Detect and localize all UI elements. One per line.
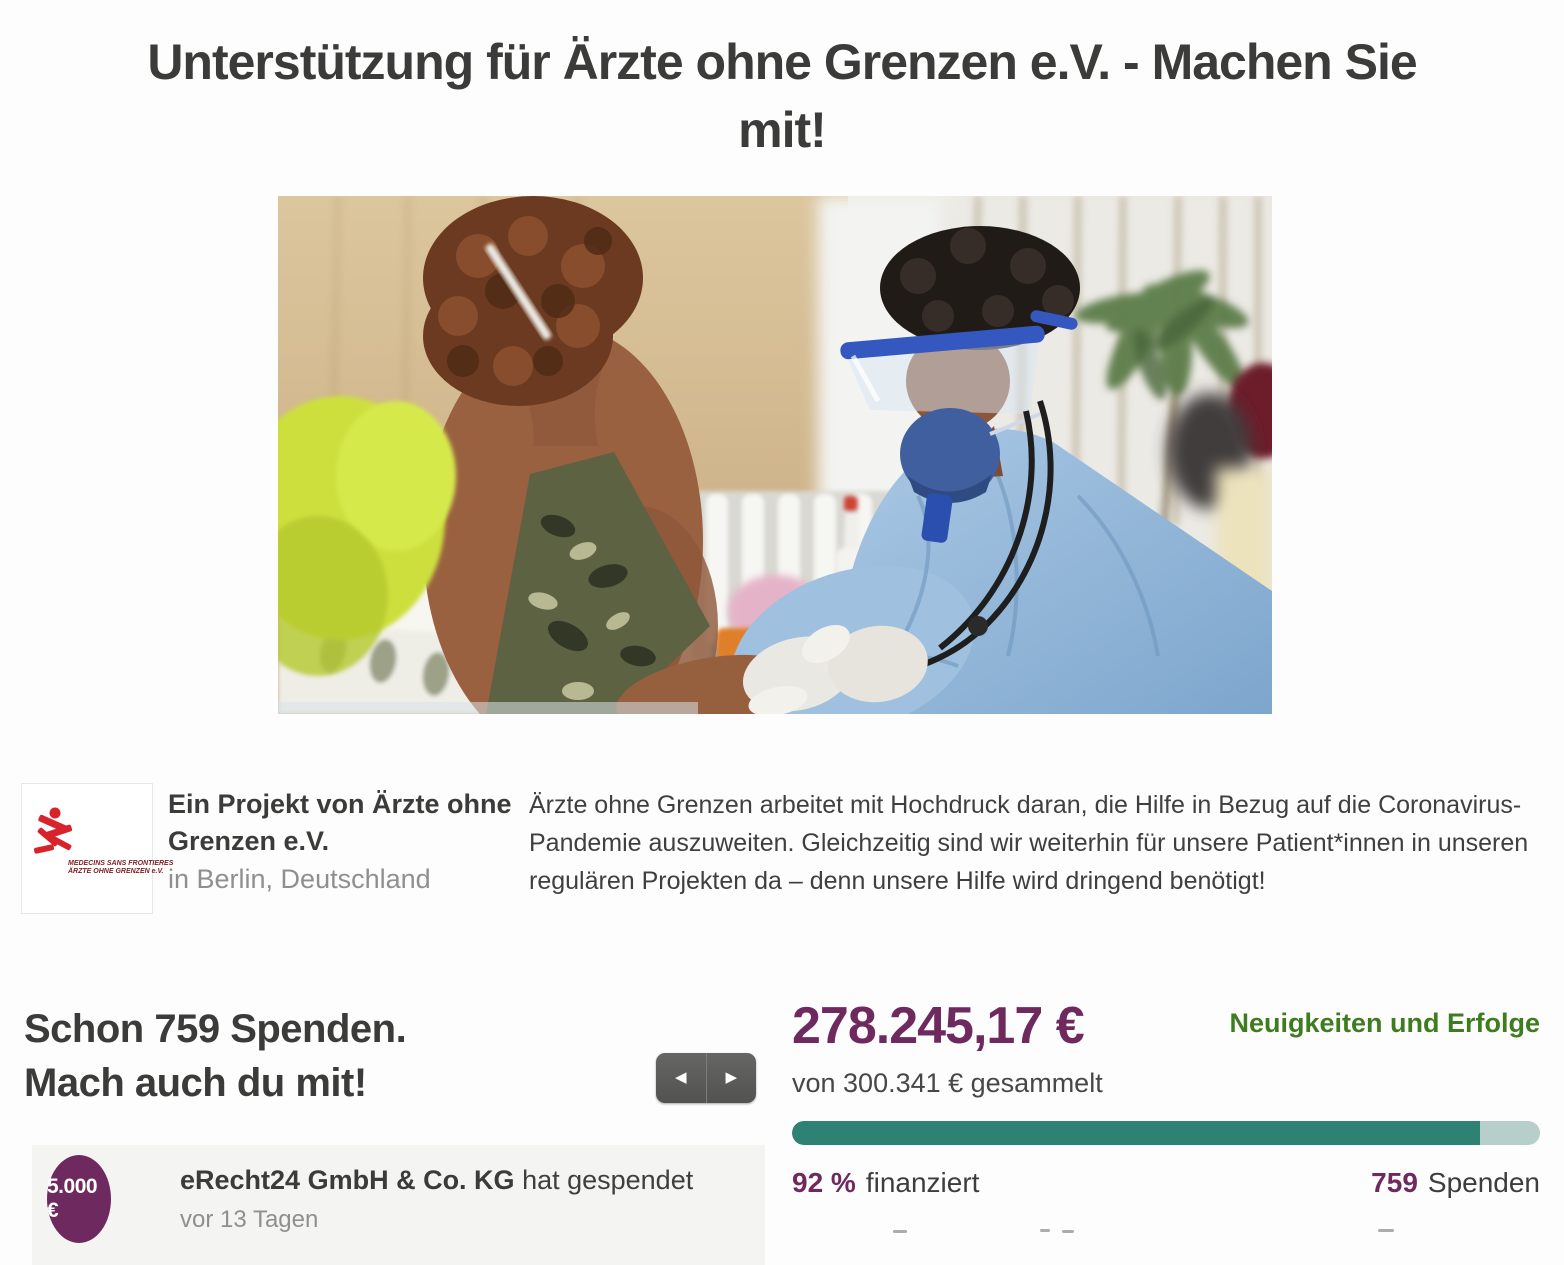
msf-logo-text-line1: MEDECINS SANS FRONTIERES [68, 859, 174, 867]
msf-figure-icon [34, 807, 73, 854]
cutoff-text-top [1062, 1230, 1074, 1233]
donations-heading-line2: Mach auch du mit! [24, 1061, 367, 1105]
project-page: Unterstützung für Ärzte ohne Grenzen e.V… [21, 28, 1540, 1243]
organization-info: Ein Projekt von Ärzte ohne Grenzen e.V. … [168, 786, 513, 895]
donations-count: 759 Spenden [1371, 1167, 1540, 1199]
hero-photo-art [278, 196, 1272, 714]
amount-raised: 278.245,17 € [792, 997, 1085, 1055]
cutoff-text-top [1040, 1229, 1050, 1232]
donation-timestamp: vor 13 Tagen [180, 1206, 319, 1233]
donations-heading-line1: Schon 759 Spenden. [24, 1007, 407, 1051]
cutoff-text-top [1378, 1229, 1394, 1232]
donations-count-value: 759 [1371, 1167, 1418, 1198]
donations-count-label: Spenden [1427, 1167, 1540, 1198]
progress-bar [792, 1121, 1540, 1145]
cutoff-text-top [893, 1230, 907, 1233]
percent-funded: 92 % finanziert [792, 1167, 979, 1199]
donation-texts: eRecht24 GmbH & Co. KG hat gespendet vor… [180, 1165, 693, 1234]
donation-action-text: hat gespendet [514, 1165, 694, 1195]
chevron-right-icon: ▶ [725, 1069, 738, 1086]
msf-logo-text-line2: ÄRZTE OHNE GRENZEN e.V. [68, 867, 164, 875]
organization-logo-card[interactable]: MEDECINS SANS FRONTIERES ÄRZTE OHNE GREN… [21, 783, 173, 914]
hero-photo [278, 196, 1272, 714]
news-and-successes-link[interactable]: Neuigkeiten und Erfolge [1229, 1008, 1540, 1038]
donations-heading: Schon 759 Spenden. Mach auch du mit! [24, 1002, 407, 1110]
donation-amount: 5.000 € [47, 1175, 98, 1222]
percent-funded-value: 92 % [792, 1167, 856, 1198]
page-title-line1: Unterstützung für Ärzte ohne Grenzen e.V… [147, 34, 1417, 90]
donations-carousel-nav: ◀ ▶ [656, 1053, 756, 1103]
carousel-prev-button[interactable]: ◀ [656, 1053, 707, 1103]
project-location: in Berlin, Deutschland [168, 864, 431, 894]
progress-fill [792, 1121, 1481, 1145]
msf-logo: MEDECINS SANS FRONTIERES ÄRZTE OHNE GREN… [28, 806, 173, 892]
funding-goal-text: von 300.341 € gesammelt [792, 1068, 1103, 1098]
chevron-left-icon: ◀ [674, 1069, 687, 1086]
donor-name-link[interactable]: eRecht24 GmbH & Co. KG [180, 1165, 515, 1195]
percent-funded-label: finanziert [865, 1167, 980, 1198]
carousel-next-button[interactable]: ▶ [707, 1053, 757, 1103]
project-by-label[interactable]: Ein Projekt von Ärzte ohne Grenzen e.V. [168, 789, 512, 856]
page-title-line2: mit! [738, 102, 827, 158]
donation-amount-badge: 5.000 € [47, 1155, 111, 1243]
project-description: Ärzte ohne Grenzen arbeitet mit Hochdruc… [529, 791, 1529, 895]
donation-list-item: 5.000 € eRecht24 GmbH & Co. KG hat gespe… [32, 1145, 765, 1265]
page-title: Unterstützung für Ärzte ohne Grenzen e.V… [32, 28, 1532, 164]
funding-panel: 278.245,17 € Neuigkeiten und Erfolge von… [792, 998, 1540, 1199]
